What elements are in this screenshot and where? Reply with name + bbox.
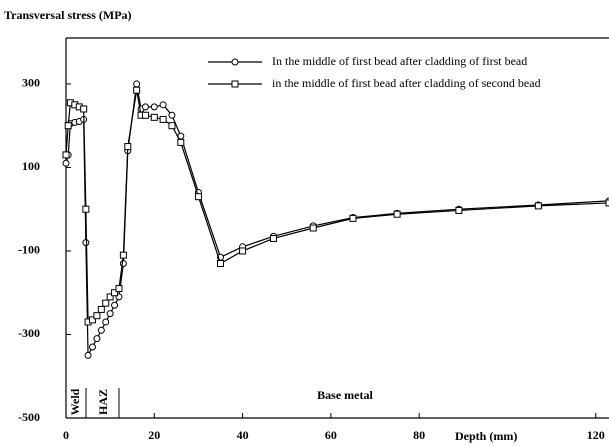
marker [102, 318, 110, 326]
marker [217, 259, 225, 267]
marker [62, 151, 70, 159]
marker [605, 199, 609, 207]
marker [97, 305, 105, 313]
marker [133, 80, 141, 88]
zone-label: Weld [68, 388, 82, 415]
marker [111, 301, 119, 309]
marker [141, 111, 149, 119]
y-tick-label: 300 [22, 76, 40, 90]
marker [231, 80, 239, 88]
y-axis-label: Transversal stress (MPa) [4, 8, 132, 22]
marker [106, 310, 114, 318]
marker [88, 316, 96, 324]
y-tick-label: 100 [22, 159, 40, 173]
x-tick-label: 20 [148, 428, 160, 442]
series-line [65, 90, 609, 323]
marker [168, 111, 176, 119]
marker [93, 312, 101, 320]
x-tick-label: 60 [325, 428, 337, 442]
x-tick-label: 80 [413, 428, 425, 442]
marker [159, 115, 167, 123]
marker [349, 214, 357, 222]
legend-label: In the middle of first bead after claddi… [272, 54, 527, 68]
marker [231, 58, 239, 66]
marker [309, 224, 317, 232]
marker [84, 351, 92, 359]
marker [80, 105, 88, 113]
marker [269, 234, 277, 242]
marker [119, 251, 127, 259]
series-line [65, 83, 609, 358]
y-tick-label: -500 [18, 410, 40, 424]
x-tick-label: 120 [587, 428, 605, 442]
x-tick-label: 40 [237, 428, 249, 442]
marker [93, 335, 101, 343]
marker [150, 103, 158, 111]
marker [177, 138, 185, 146]
marker [150, 113, 158, 121]
marker [115, 285, 123, 293]
marker [62, 159, 70, 167]
marker [141, 103, 149, 111]
marker [133, 86, 141, 94]
y-tick-label: -300 [18, 326, 40, 340]
marker [88, 343, 96, 351]
legend-label: in the middle of first bead after claddi… [272, 76, 541, 90]
marker [168, 122, 176, 130]
marker [239, 247, 247, 255]
x-tick-label: 0 [63, 428, 69, 442]
marker [119, 259, 127, 267]
marker [106, 293, 114, 301]
marker [102, 299, 110, 307]
zone-label: Base metal [317, 388, 373, 402]
marker [393, 210, 401, 218]
marker [82, 239, 90, 247]
y-tick-label: -100 [18, 243, 40, 257]
marker [97, 326, 105, 334]
marker [534, 202, 542, 210]
zone-label: HAZ [96, 389, 110, 415]
marker [455, 206, 463, 214]
x-axis-label: Depth (mm) [455, 429, 517, 443]
marker [159, 101, 167, 109]
marker [194, 193, 202, 201]
marker [124, 143, 132, 151]
marker [82, 205, 90, 213]
marker [64, 122, 72, 130]
marker [111, 289, 119, 297]
